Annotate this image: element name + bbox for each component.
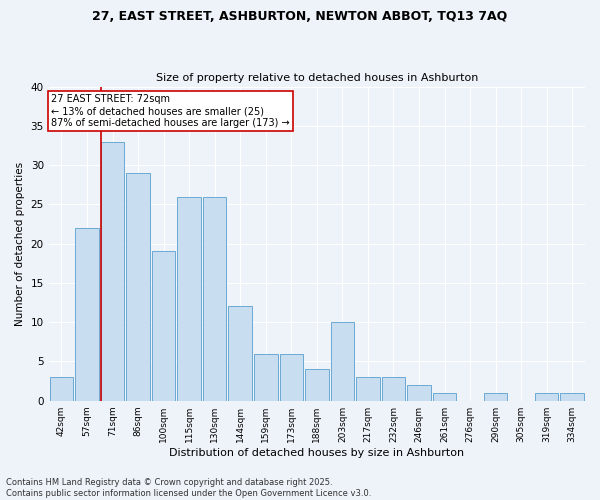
Text: Contains HM Land Registry data © Crown copyright and database right 2025.
Contai: Contains HM Land Registry data © Crown c… bbox=[6, 478, 371, 498]
Bar bbox=[407, 385, 431, 400]
Y-axis label: Number of detached properties: Number of detached properties bbox=[15, 162, 25, 326]
Bar bbox=[127, 173, 150, 400]
Bar bbox=[280, 354, 303, 401]
Bar bbox=[50, 377, 73, 400]
Bar bbox=[152, 252, 175, 400]
Bar bbox=[331, 322, 354, 400]
Bar bbox=[101, 142, 124, 400]
Bar bbox=[356, 377, 380, 400]
Bar bbox=[433, 393, 456, 400]
Title: Size of property relative to detached houses in Ashburton: Size of property relative to detached ho… bbox=[155, 73, 478, 83]
Bar bbox=[305, 370, 329, 400]
Bar bbox=[229, 306, 252, 400]
Text: 27, EAST STREET, ASHBURTON, NEWTON ABBOT, TQ13 7AQ: 27, EAST STREET, ASHBURTON, NEWTON ABBOT… bbox=[92, 10, 508, 23]
Bar bbox=[535, 393, 559, 400]
Bar bbox=[203, 196, 226, 400]
Bar bbox=[382, 377, 405, 400]
Text: 27 EAST STREET: 72sqm
← 13% of detached houses are smaller (25)
87% of semi-deta: 27 EAST STREET: 72sqm ← 13% of detached … bbox=[51, 94, 290, 128]
Bar bbox=[75, 228, 99, 400]
Bar bbox=[484, 393, 508, 400]
Bar bbox=[560, 393, 584, 400]
Bar bbox=[178, 196, 201, 400]
X-axis label: Distribution of detached houses by size in Ashburton: Distribution of detached houses by size … bbox=[169, 448, 464, 458]
Bar bbox=[254, 354, 278, 401]
